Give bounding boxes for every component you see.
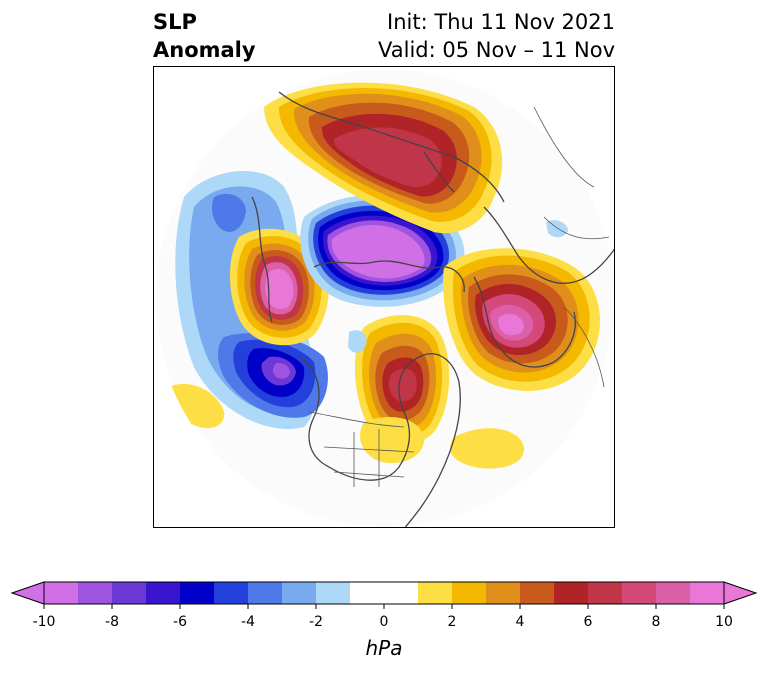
- colorbar-tick-label: -4: [241, 614, 255, 630]
- colorbar-tick-label: -10: [32, 614, 56, 630]
- colorbar-unit-label: hPa: [365, 636, 403, 660]
- colorbar-segment: [690, 582, 725, 604]
- colorbar-segment: [316, 582, 351, 604]
- north-america-east-coast: [404, 353, 461, 527]
- colorbar-segment: [248, 582, 283, 604]
- colorbar-segment: [520, 582, 555, 604]
- arctic-archipelago: [313, 260, 465, 293]
- colorbar-segment: [44, 582, 79, 604]
- colorbar-segment: [180, 582, 215, 604]
- colorbar-segment: [418, 582, 453, 604]
- init-time: Init: Thu 11 Nov 2021: [387, 10, 615, 34]
- colorbar: [10, 581, 758, 609]
- title-left: SLP Anomaly: [153, 8, 256, 64]
- anomaly-europe-high: [443, 248, 601, 391]
- colorbar-tick-label: -2: [309, 614, 323, 630]
- colorbar-tick-label: 10: [715, 614, 733, 630]
- siberia-coast: [278, 91, 505, 203]
- colorbar-segment: [656, 582, 691, 604]
- colorbar-tick-label: 2: [447, 614, 457, 630]
- anomaly-arctic-low: [300, 194, 465, 307]
- colorbar-segment: [622, 582, 657, 604]
- colorbar-segment: [112, 582, 147, 604]
- variable-title: SLP: [153, 10, 197, 34]
- colorbar-segment: [384, 582, 419, 604]
- colorbar-tick-label: -6: [173, 614, 187, 630]
- country-borders: [308, 106, 610, 487]
- subtitle: Anomaly: [153, 38, 256, 62]
- europe-coast: [473, 276, 576, 368]
- colorbar-tick-label: 4: [515, 614, 525, 630]
- colorbar-segment: [350, 582, 385, 604]
- alaska-coast: [251, 196, 273, 323]
- anomaly-canada-low-small: [348, 330, 367, 353]
- colorbar-segments: [10, 581, 758, 609]
- colorbar-tick-label: -8: [105, 614, 119, 630]
- coastlines: [251, 91, 614, 527]
- state-line-1: [323, 446, 415, 453]
- anomaly-siberian-high: [264, 82, 503, 234]
- colorbar-segment: [282, 582, 317, 604]
- anomaly-atlantic-high-small: [450, 428, 525, 469]
- state-line-2: [333, 471, 405, 478]
- colorbar-segment: [78, 582, 113, 604]
- anomaly-hudson-high: [354, 315, 450, 447]
- colorbar-segment: [486, 582, 521, 604]
- colorbar-extend-high: [723, 581, 758, 605]
- north-america-west-coast: [298, 356, 420, 481]
- colorbar-tick-label: 8: [651, 614, 661, 630]
- taimyr-coast: [423, 151, 455, 193]
- anomaly-map: [156, 69, 614, 527]
- map-panel: [153, 66, 615, 528]
- colorbar-segment: [146, 582, 181, 604]
- europe-border: [563, 306, 605, 388]
- russia-border-2: [543, 216, 610, 240]
- colorbar-tick-label: 0: [379, 614, 389, 630]
- colorbar-segment: [554, 582, 589, 604]
- anomaly-asia-low-small: [546, 220, 568, 238]
- colorbar-extend-low: [10, 581, 45, 605]
- colorbar-segment: [588, 582, 623, 604]
- asia-coast: [483, 206, 614, 284]
- russia-border-1: [533, 106, 595, 188]
- us-canada-border: [308, 411, 405, 428]
- anomaly-gulf-low: [218, 333, 328, 418]
- valid-range: Valid: 05 Nov – 11 Nov: [378, 38, 615, 62]
- colorbar-tick-label: 6: [583, 614, 593, 630]
- colorbar-segment: [452, 582, 487, 604]
- colorbar-segment: [214, 582, 249, 604]
- title-right: Init: Thu 11 Nov 2021 Valid: 05 Nov – 11…: [378, 8, 615, 64]
